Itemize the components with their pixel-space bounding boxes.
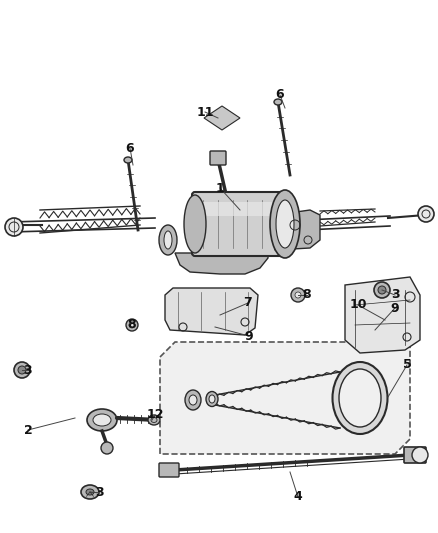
Text: 11: 11 bbox=[196, 106, 214, 118]
Text: 9: 9 bbox=[391, 302, 399, 314]
Text: 3: 3 bbox=[95, 487, 104, 499]
Text: 5: 5 bbox=[403, 359, 411, 372]
Text: 10: 10 bbox=[349, 298, 367, 311]
Circle shape bbox=[291, 288, 305, 302]
Polygon shape bbox=[345, 277, 420, 353]
Ellipse shape bbox=[124, 157, 132, 163]
Circle shape bbox=[129, 322, 135, 328]
Polygon shape bbox=[160, 342, 410, 454]
Ellipse shape bbox=[184, 195, 206, 253]
Ellipse shape bbox=[274, 99, 282, 105]
Polygon shape bbox=[204, 106, 240, 130]
Ellipse shape bbox=[276, 200, 294, 248]
Polygon shape bbox=[165, 288, 258, 335]
Text: 3: 3 bbox=[391, 288, 399, 302]
Circle shape bbox=[101, 442, 113, 454]
Text: 3: 3 bbox=[24, 364, 32, 376]
FancyBboxPatch shape bbox=[192, 192, 288, 256]
Text: 1: 1 bbox=[215, 182, 224, 195]
Circle shape bbox=[126, 319, 138, 331]
Ellipse shape bbox=[81, 485, 99, 499]
Circle shape bbox=[295, 292, 301, 298]
Ellipse shape bbox=[189, 395, 197, 405]
Circle shape bbox=[18, 366, 26, 374]
Text: 6: 6 bbox=[276, 88, 284, 101]
FancyBboxPatch shape bbox=[210, 151, 226, 165]
Ellipse shape bbox=[339, 369, 381, 427]
Text: 8: 8 bbox=[303, 288, 311, 302]
Circle shape bbox=[14, 362, 30, 378]
Circle shape bbox=[5, 218, 23, 236]
Ellipse shape bbox=[86, 489, 94, 495]
Ellipse shape bbox=[185, 390, 201, 410]
Ellipse shape bbox=[332, 362, 388, 434]
Ellipse shape bbox=[93, 414, 111, 426]
Circle shape bbox=[412, 447, 428, 463]
Text: 4: 4 bbox=[293, 490, 302, 504]
Text: 2: 2 bbox=[24, 424, 32, 437]
Text: 8: 8 bbox=[128, 319, 136, 332]
Ellipse shape bbox=[87, 409, 117, 431]
Ellipse shape bbox=[206, 392, 218, 407]
FancyBboxPatch shape bbox=[159, 463, 179, 477]
Text: 7: 7 bbox=[244, 296, 252, 310]
Circle shape bbox=[378, 286, 386, 294]
Text: 9: 9 bbox=[245, 329, 253, 343]
Ellipse shape bbox=[148, 415, 160, 425]
Ellipse shape bbox=[159, 225, 177, 255]
Polygon shape bbox=[275, 210, 320, 250]
FancyBboxPatch shape bbox=[404, 447, 426, 463]
Circle shape bbox=[418, 206, 434, 222]
Text: 12: 12 bbox=[146, 408, 164, 422]
Polygon shape bbox=[175, 253, 268, 274]
Ellipse shape bbox=[164, 231, 172, 249]
Text: 6: 6 bbox=[126, 141, 134, 155]
FancyBboxPatch shape bbox=[199, 202, 281, 216]
Circle shape bbox=[374, 282, 390, 298]
Ellipse shape bbox=[209, 395, 215, 403]
Ellipse shape bbox=[270, 190, 300, 258]
